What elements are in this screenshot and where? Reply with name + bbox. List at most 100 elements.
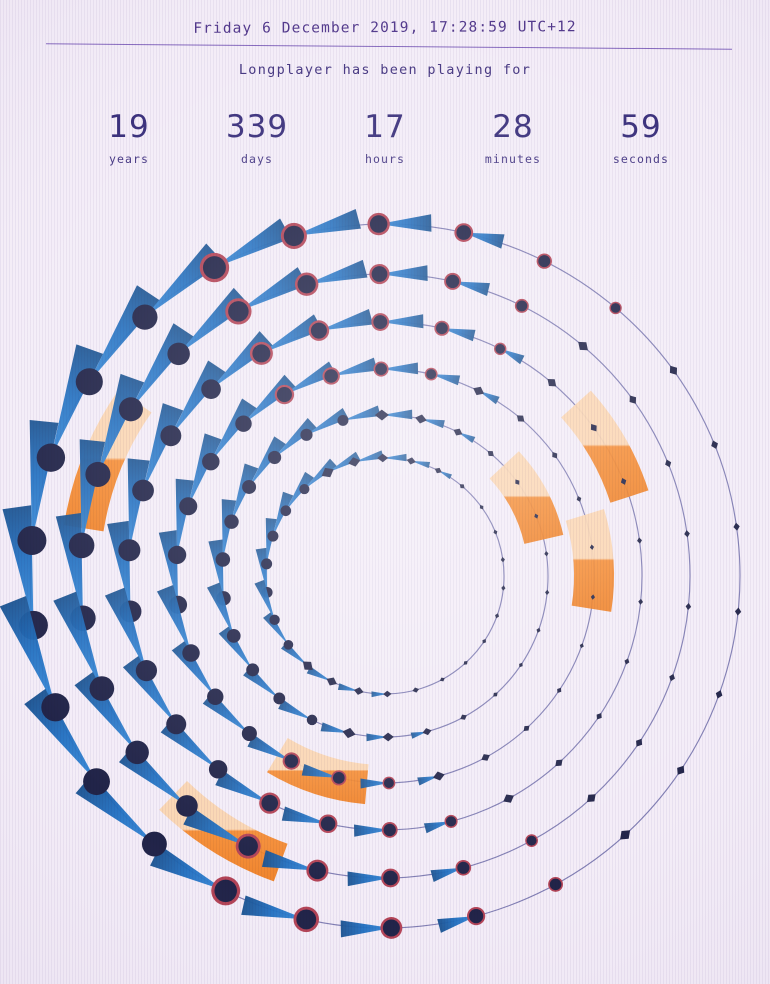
orbit-node-head <box>68 532 95 559</box>
orbit-node-diamond <box>684 530 690 538</box>
orbit-node-diamond <box>302 661 313 670</box>
counter-label-seconds: seconds <box>612 152 670 166</box>
orbit-node-head <box>299 484 310 495</box>
orbit-node <box>337 405 381 426</box>
orbit-node-wedge <box>423 821 452 834</box>
orbit-node-wedge <box>354 824 390 837</box>
orbit-node-diamond <box>503 794 514 803</box>
orbit-node-head <box>283 225 305 247</box>
orbit-node-wedge <box>360 778 389 789</box>
orbit-node <box>503 794 514 803</box>
orbit-node-head <box>306 714 318 726</box>
orbit-node-wedge <box>381 362 419 375</box>
orbit-node <box>267 491 294 542</box>
orbit-node <box>715 690 723 699</box>
orbit-node <box>579 643 584 649</box>
orbit-node-diamond <box>321 467 334 478</box>
orbit-node-head <box>132 479 154 502</box>
orbit-node-diamond <box>590 424 597 432</box>
orbit-node-head <box>273 692 286 705</box>
orbit-node <box>609 301 622 315</box>
orbit-node-head <box>141 831 167 857</box>
highlight-band-hl-top-right <box>561 390 649 503</box>
orbit-node-diamond <box>685 603 692 611</box>
orbit-node-head <box>549 878 562 891</box>
orbit-node <box>734 607 742 616</box>
orbit-node-diamond <box>493 529 498 535</box>
orbit-node-diamond <box>516 415 525 422</box>
orbit-node <box>495 613 500 619</box>
orbit-node <box>278 699 318 726</box>
orbit-node-diamond <box>665 459 672 468</box>
orbit-node <box>301 764 347 786</box>
orbit-node-head <box>201 379 221 399</box>
orbit-node-wedge <box>420 418 445 429</box>
orbit-node-head <box>261 794 279 812</box>
orbit-node <box>669 365 678 375</box>
orbit-node-wedge <box>241 895 307 920</box>
orbit-node <box>669 673 675 682</box>
orbit-node-diamond <box>638 598 644 605</box>
orbit-node <box>215 770 281 814</box>
orbit-node-wedge <box>417 776 439 786</box>
orbit-node-wedge <box>150 845 226 891</box>
orbit-node-head <box>516 300 528 312</box>
orbit-node <box>320 722 356 739</box>
orbit-node-head <box>445 816 457 827</box>
orbit-node-diamond <box>620 477 627 485</box>
orbit-node-wedge <box>411 460 431 469</box>
orbit-node-wedge <box>301 764 339 778</box>
orbit-node-diamond <box>620 830 631 840</box>
orbit-node <box>493 692 498 697</box>
orbit-node-head <box>261 558 273 570</box>
orbit-node-wedge <box>104 587 147 671</box>
orbit-node-diamond <box>473 386 485 396</box>
orbit-node <box>519 662 523 668</box>
orbit-node <box>261 850 329 882</box>
orbit-node-wedge <box>284 361 337 395</box>
orbit-node-wedge <box>371 691 388 698</box>
orbit-node <box>515 479 520 485</box>
highlight-band-hl-inner-right <box>565 509 615 612</box>
orbit-node <box>167 478 194 565</box>
orbit-node <box>536 253 552 269</box>
orbit-node <box>423 814 458 834</box>
orbit-node-diamond <box>578 341 588 351</box>
orbit-node <box>548 877 563 892</box>
orbit-node <box>516 415 525 422</box>
orbit-node-wedge <box>293 208 361 236</box>
orbit-node <box>215 499 237 567</box>
orbit-node <box>306 666 337 686</box>
orbit-node-head <box>369 215 388 233</box>
orbit-node <box>620 477 627 485</box>
orbit-node-head <box>280 505 292 517</box>
orbit-node-wedge <box>247 734 292 762</box>
orbit-node-head <box>85 461 111 487</box>
orbit-node <box>224 463 259 529</box>
orbit-node-head <box>383 870 398 886</box>
orbit-node <box>308 308 374 341</box>
orbit-node <box>590 424 597 432</box>
orbit-node-head <box>215 552 231 567</box>
orbit-node-head <box>276 386 292 403</box>
orbit-node-head <box>538 255 551 268</box>
orbit-node-wedge <box>437 916 477 933</box>
highlight-band-hl-mid-right <box>489 451 564 544</box>
orbit-node-head <box>214 879 237 903</box>
orbit-node <box>576 496 582 502</box>
counter-label-years: years <box>108 152 150 166</box>
orbit-node-wedge <box>430 867 464 882</box>
orbit-node-head <box>296 909 317 930</box>
orbit-node-wedge <box>214 218 292 268</box>
orbit-node-head <box>267 530 279 542</box>
orbit-ring-0 <box>29 223 741 929</box>
orbit-node <box>460 714 467 720</box>
orbit-node <box>684 530 690 538</box>
orbit-node <box>434 467 452 480</box>
orbit-node <box>487 450 494 457</box>
header-divider <box>46 43 732 50</box>
orbit-node <box>0 596 70 722</box>
orbit-node-head <box>308 862 326 880</box>
orbit-node <box>620 830 631 840</box>
orbit-node-head <box>241 725 257 742</box>
